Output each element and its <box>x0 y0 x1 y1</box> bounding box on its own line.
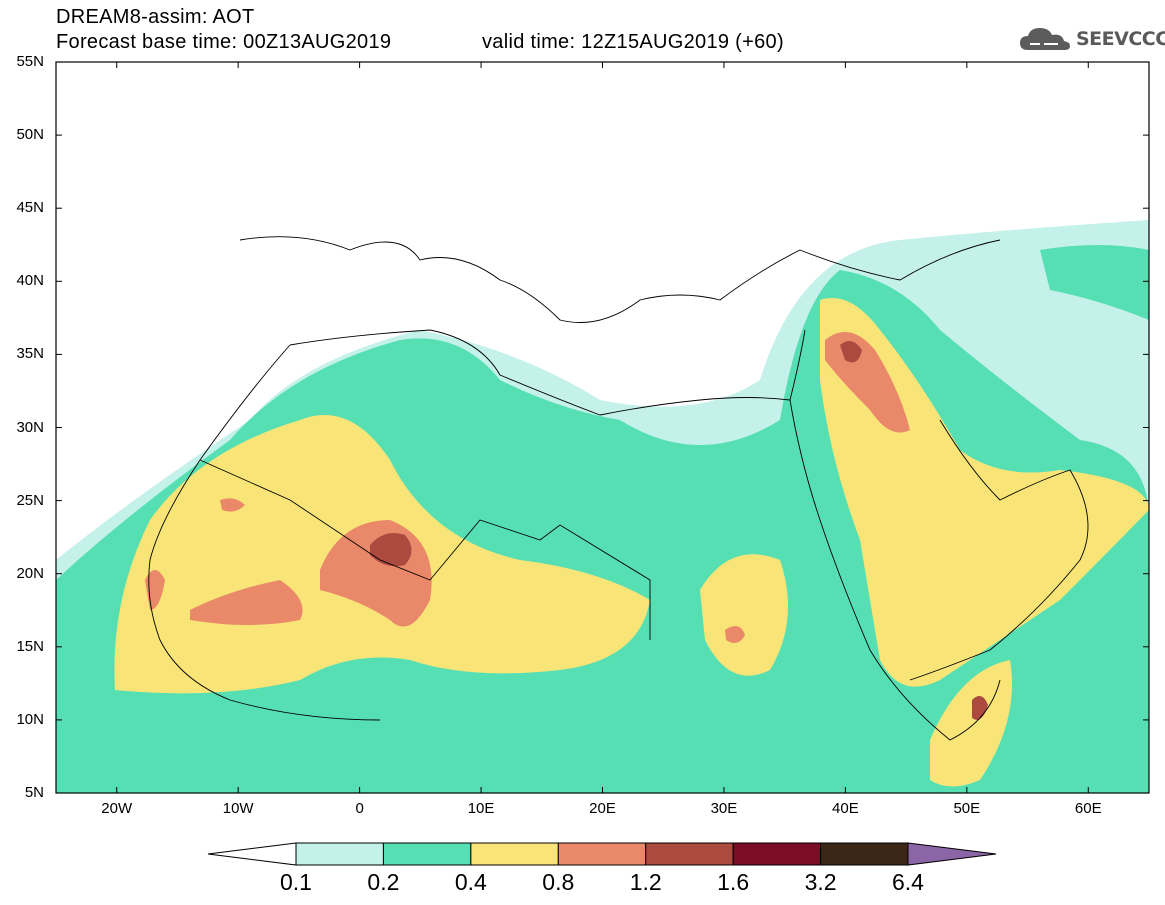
lon-label: 60E <box>1074 800 1102 817</box>
aot-contour-0.4-east <box>820 298 1149 687</box>
colorbar-box <box>470 842 559 866</box>
lat-label: 15N <box>16 637 44 655</box>
colorbar-label: 0.8 <box>542 869 575 895</box>
aot-contour-0.8-mali <box>190 580 303 625</box>
lat-label: 5N <box>24 784 44 801</box>
coastline-europe <box>239 236 1001 323</box>
seevccc-logo: SEEVCCC <box>1018 24 1165 54</box>
lon-label: 30E <box>710 800 738 817</box>
aot-contour-1.2-iraq <box>840 341 862 363</box>
colorbar-label: 1.6 <box>717 869 750 895</box>
coastline-red-sea <box>789 399 1001 741</box>
colorbar-label: 1.2 <box>629 869 662 895</box>
lat-label: 55N <box>16 53 44 70</box>
map-title: DREAM8-assim: AOT <box>56 6 255 28</box>
axis-ticks <box>56 61 1149 794</box>
colorbar-label: 0.1 <box>280 869 312 895</box>
aot-contour-0.4-sudan <box>700 554 788 676</box>
aot-field <box>56 220 1149 793</box>
lat-label: 35N <box>16 345 44 363</box>
lat-label: 10N <box>16 710 44 728</box>
coastline-africa-north <box>289 329 806 416</box>
colorbar-box <box>645 842 734 866</box>
aot-contour-0.2-north <box>1040 245 1149 320</box>
colorbar-label: 0.4 <box>454 869 487 895</box>
lat-label: 30N <box>16 418 44 436</box>
colorbar-box <box>557 842 647 866</box>
lon-label: 10E <box>467 800 495 817</box>
aot-contour-0.8-blob <box>220 498 245 512</box>
colorbar-box <box>295 842 384 866</box>
colorbar-arrow-low <box>207 842 297 866</box>
aot-contour-1.2 <box>370 532 412 567</box>
coastline-africa-west <box>148 344 381 721</box>
colorbar-label: 6.4 <box>892 869 924 895</box>
aot-contour-0.4-somalia <box>930 660 1012 787</box>
lat-label: 40N <box>16 272 44 290</box>
lat-label: 45N <box>16 199 44 217</box>
aot-contour-0.8-sudan <box>725 626 745 644</box>
logo-text: SEEVCCC <box>1076 28 1165 50</box>
colorbar-box <box>820 842 909 866</box>
valid-time: valid time: 12Z15AUG2019 (+60) <box>482 31 784 53</box>
lon-label: 10W <box>222 800 254 817</box>
colorbar-label: 0.2 <box>367 869 400 895</box>
lon-label: 0 <box>355 800 364 817</box>
colorbar-box <box>382 842 472 866</box>
lon-label: 40E <box>832 800 859 817</box>
coastlines <box>148 236 1089 741</box>
lon-label: 20W <box>101 800 133 817</box>
coastline-gulf <box>909 419 1089 681</box>
colorbar-box <box>732 842 822 866</box>
cloud-icon <box>1020 28 1070 50</box>
colorbar-label: 3.2 <box>804 869 837 895</box>
lat-label: 50N <box>16 126 44 144</box>
lat-label: 20N <box>16 564 44 582</box>
lon-label: 20E <box>589 800 616 817</box>
lat-label: 25N <box>16 491 44 509</box>
colorbar-arrow-high <box>907 842 997 866</box>
border-sahel <box>199 459 651 640</box>
forecast-base-time: Forecast base time: 00Z13AUG2019 <box>56 31 392 53</box>
lon-label: 50E <box>953 800 981 817</box>
